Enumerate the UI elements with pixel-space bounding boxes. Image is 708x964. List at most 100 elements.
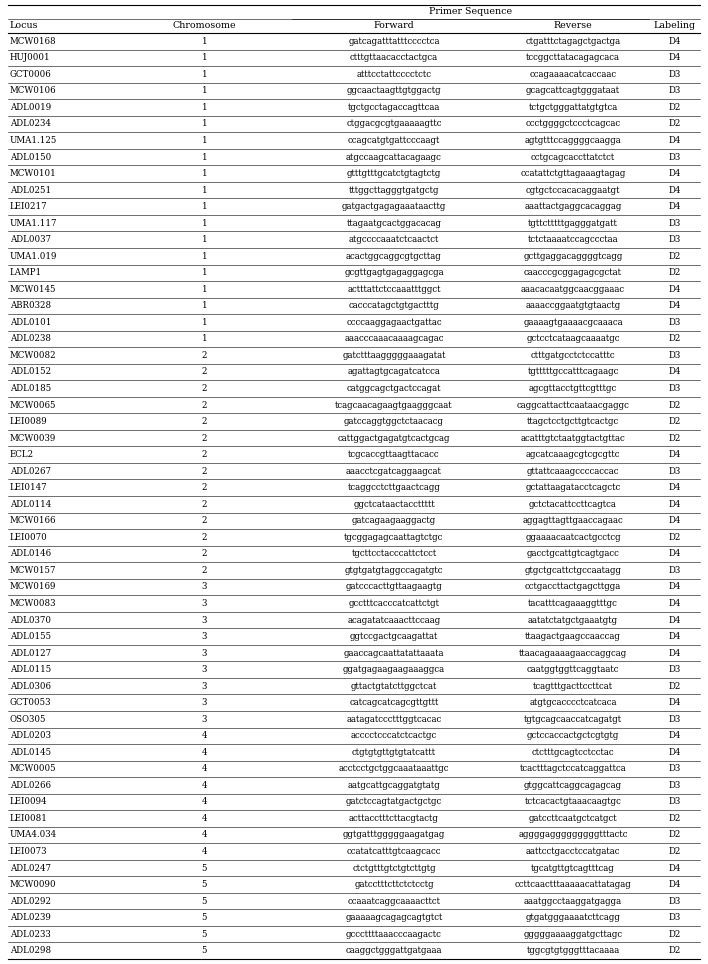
Text: 1: 1 bbox=[202, 335, 207, 343]
Text: D4: D4 bbox=[669, 284, 681, 294]
Text: D4: D4 bbox=[669, 169, 681, 178]
Text: catcagcatcagcgttgttt: catcagcatcagcgttgttt bbox=[349, 698, 439, 708]
Text: 1: 1 bbox=[202, 152, 207, 162]
Text: 2: 2 bbox=[202, 566, 207, 575]
Text: ADL0145: ADL0145 bbox=[10, 748, 51, 757]
Text: gtttgtttgcatctgtagtctg: gtttgtttgcatctgtagtctg bbox=[347, 169, 441, 178]
Text: tccggcttatacagagcaca: tccggcttatacagagcaca bbox=[526, 53, 620, 63]
Text: tacatttcagaaaggtttgc: tacatttcagaaaggtttgc bbox=[528, 599, 618, 608]
Text: aatatctatgctgaaatgtg: aatatctatgctgaaatgtg bbox=[528, 616, 618, 625]
Text: 4: 4 bbox=[202, 814, 207, 823]
Text: gttactgtatcttggctcat: gttactgtatcttggctcat bbox=[350, 682, 437, 690]
Text: gatcagaagaaggactg: gatcagaagaaggactg bbox=[352, 517, 436, 525]
Text: aggggagggggggggtttactc: aggggagggggggggtttactc bbox=[518, 830, 628, 840]
Text: D2: D2 bbox=[669, 434, 681, 442]
Text: LAMP1: LAMP1 bbox=[10, 268, 42, 278]
Text: MCW0106: MCW0106 bbox=[10, 87, 57, 95]
Text: ADL0150: ADL0150 bbox=[10, 152, 51, 162]
Text: ggatgagaagaagaaaggca: ggatgagaagaagaaaggca bbox=[343, 665, 445, 674]
Text: acatttgtctaatggtactgttac: acatttgtctaatggtactgttac bbox=[520, 434, 625, 442]
Text: Labeling: Labeling bbox=[654, 21, 696, 31]
Text: 1: 1 bbox=[202, 120, 207, 128]
Text: 1: 1 bbox=[202, 284, 207, 294]
Text: aaaaccggaatgtgtaactg: aaaaccggaatgtgtaactg bbox=[525, 302, 621, 310]
Text: D2: D2 bbox=[669, 929, 681, 939]
Text: ADL0234: ADL0234 bbox=[10, 120, 51, 128]
Text: D4: D4 bbox=[669, 616, 681, 625]
Text: 1: 1 bbox=[202, 169, 207, 178]
Text: Forward: Forward bbox=[374, 21, 414, 31]
Text: D4: D4 bbox=[669, 582, 681, 592]
Text: MCW0169: MCW0169 bbox=[10, 582, 57, 592]
Text: D3: D3 bbox=[669, 714, 681, 724]
Text: tctctaaaatccagccctaa: tctctaaaatccagccctaa bbox=[527, 235, 618, 244]
Text: D4: D4 bbox=[669, 302, 681, 310]
Text: gaaaaagcagagcagtgtct: gaaaaagcagagcagtgtct bbox=[346, 913, 442, 923]
Text: D3: D3 bbox=[669, 897, 681, 905]
Text: ADL0266: ADL0266 bbox=[10, 781, 51, 790]
Text: UMA4.034: UMA4.034 bbox=[10, 830, 57, 840]
Text: aaattactgaggcacaggag: aaattactgaggcacaggag bbox=[525, 202, 622, 211]
Text: LEI0094: LEI0094 bbox=[10, 797, 47, 807]
Text: D4: D4 bbox=[669, 864, 681, 872]
Text: ccatatcatttgtcaagcacc: ccatatcatttgtcaagcacc bbox=[347, 847, 441, 856]
Text: ADL0155: ADL0155 bbox=[10, 632, 51, 641]
Text: atttcctattcccctctc: atttcctattcccctctc bbox=[357, 69, 431, 79]
Text: gaaccagcaattatattaaata: gaaccagcaattatattaaata bbox=[344, 649, 444, 657]
Text: D4: D4 bbox=[669, 599, 681, 608]
Text: gtgctgcattctgccaatagg: gtgctgcattctgccaatagg bbox=[525, 566, 622, 575]
Text: MCW0168: MCW0168 bbox=[10, 37, 57, 45]
Text: gtgatgggaaaatcttcagg: gtgatgggaaaatcttcagg bbox=[525, 913, 620, 923]
Text: 1: 1 bbox=[202, 235, 207, 244]
Text: 3: 3 bbox=[202, 698, 207, 708]
Text: D4: D4 bbox=[669, 732, 681, 740]
Text: MCW0065: MCW0065 bbox=[10, 401, 57, 410]
Text: OSO305: OSO305 bbox=[10, 714, 47, 724]
Text: cctgcagcaccttatctct: cctgcagcaccttatctct bbox=[531, 152, 615, 162]
Text: D3: D3 bbox=[669, 913, 681, 923]
Text: D2: D2 bbox=[669, 103, 681, 112]
Text: 1: 1 bbox=[202, 53, 207, 63]
Text: ccctggggctccctcagcac: ccctggggctccctcagcac bbox=[525, 120, 621, 128]
Text: 2: 2 bbox=[202, 450, 207, 459]
Text: 5: 5 bbox=[202, 947, 207, 955]
Text: MCW0157: MCW0157 bbox=[10, 566, 57, 575]
Text: gatcagatttatttcccctca: gatcagatttatttcccctca bbox=[348, 37, 440, 45]
Text: D4: D4 bbox=[669, 632, 681, 641]
Text: gatcctttcttctctcctg: gatcctttcttctctcctg bbox=[354, 880, 434, 889]
Text: D4: D4 bbox=[669, 202, 681, 211]
Text: ttagctcctgcttgtcactgc: ttagctcctgcttgtcactgc bbox=[527, 417, 619, 426]
Text: agcatcaaagcgtcgcgttc: agcatcaaagcgtcgcgttc bbox=[526, 450, 620, 459]
Text: atgtgcacccctcatcaca: atgtgcacccctcatcaca bbox=[530, 698, 617, 708]
Text: gaaaagtgaaaacgcaaaca: gaaaagtgaaaacgcaaaca bbox=[523, 318, 623, 327]
Text: tgctgcctagaccagttcaa: tgctgcctagaccagttcaa bbox=[348, 103, 440, 112]
Text: D3: D3 bbox=[669, 781, 681, 790]
Text: D3: D3 bbox=[669, 318, 681, 327]
Text: tgtgcagcaaccatcagatgt: tgtgcagcaaccatcagatgt bbox=[524, 714, 622, 724]
Text: Locus: Locus bbox=[10, 21, 38, 31]
Text: 1: 1 bbox=[202, 219, 207, 228]
Text: aatagatccctttggtcacac: aatagatccctttggtcacac bbox=[346, 714, 442, 724]
Text: LEI0217: LEI0217 bbox=[10, 202, 47, 211]
Text: 5: 5 bbox=[202, 897, 207, 905]
Text: D4: D4 bbox=[669, 483, 681, 493]
Text: 3: 3 bbox=[202, 682, 207, 690]
Text: D3: D3 bbox=[669, 69, 681, 79]
Text: D2: D2 bbox=[669, 417, 681, 426]
Text: 3: 3 bbox=[202, 632, 207, 641]
Text: gatcccacttgttaagaagtg: gatcccacttgttaagaagtg bbox=[346, 582, 442, 592]
Text: D4: D4 bbox=[669, 450, 681, 459]
Text: aggagttagttgaaccagaac: aggagttagttgaaccagaac bbox=[523, 517, 623, 525]
Text: 4: 4 bbox=[202, 764, 207, 773]
Text: tcagcaacagaagtgaagggcaat: tcagcaacagaagtgaagggcaat bbox=[335, 401, 453, 410]
Text: ccttcaactttaaaaacattatagag: ccttcaactttaaaaacattatagag bbox=[515, 880, 632, 889]
Text: D3: D3 bbox=[669, 665, 681, 674]
Text: ADL0298: ADL0298 bbox=[10, 947, 51, 955]
Text: ADL0203: ADL0203 bbox=[10, 732, 51, 740]
Text: MCW0082: MCW0082 bbox=[10, 351, 57, 360]
Text: GCT0006: GCT0006 bbox=[10, 69, 52, 79]
Text: ADL0233: ADL0233 bbox=[10, 929, 51, 939]
Text: tgcatgttgtcagtttcag: tgcatgttgtcagtttcag bbox=[531, 864, 615, 872]
Text: D3: D3 bbox=[669, 152, 681, 162]
Text: LEI0073: LEI0073 bbox=[10, 847, 47, 856]
